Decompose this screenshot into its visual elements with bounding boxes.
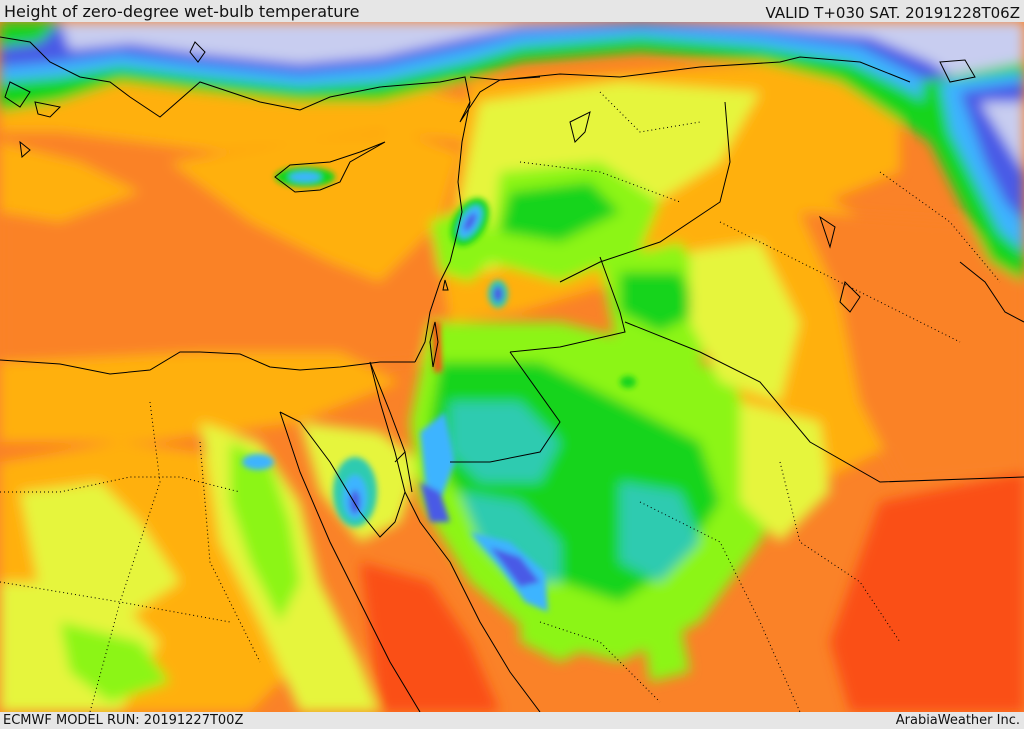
valid-time-label: VALID T+030 SAT. 20191228T06Z xyxy=(765,4,1020,22)
map-title: Height of zero-degree wet-bulb temperatu… xyxy=(4,2,360,21)
country-borders xyxy=(369,56,1024,483)
province-borders xyxy=(0,91,1001,712)
model-run-label: ECMWF MODEL RUN: 20191227T00Z xyxy=(3,713,244,728)
map-canvas xyxy=(0,22,1024,712)
credit-label: ArabiaWeather Inc. xyxy=(895,713,1020,728)
field-details xyxy=(242,167,636,612)
header-bar: Height of zero-degree wet-bulb temperatu… xyxy=(0,0,1024,22)
wet-bulb-field xyxy=(0,22,1024,712)
coastlines xyxy=(0,36,1024,712)
weather-map[interactable] xyxy=(0,22,1024,712)
footer-bar: ECMWF MODEL RUN: 20191227T00Z ArabiaWeat… xyxy=(0,712,1024,729)
